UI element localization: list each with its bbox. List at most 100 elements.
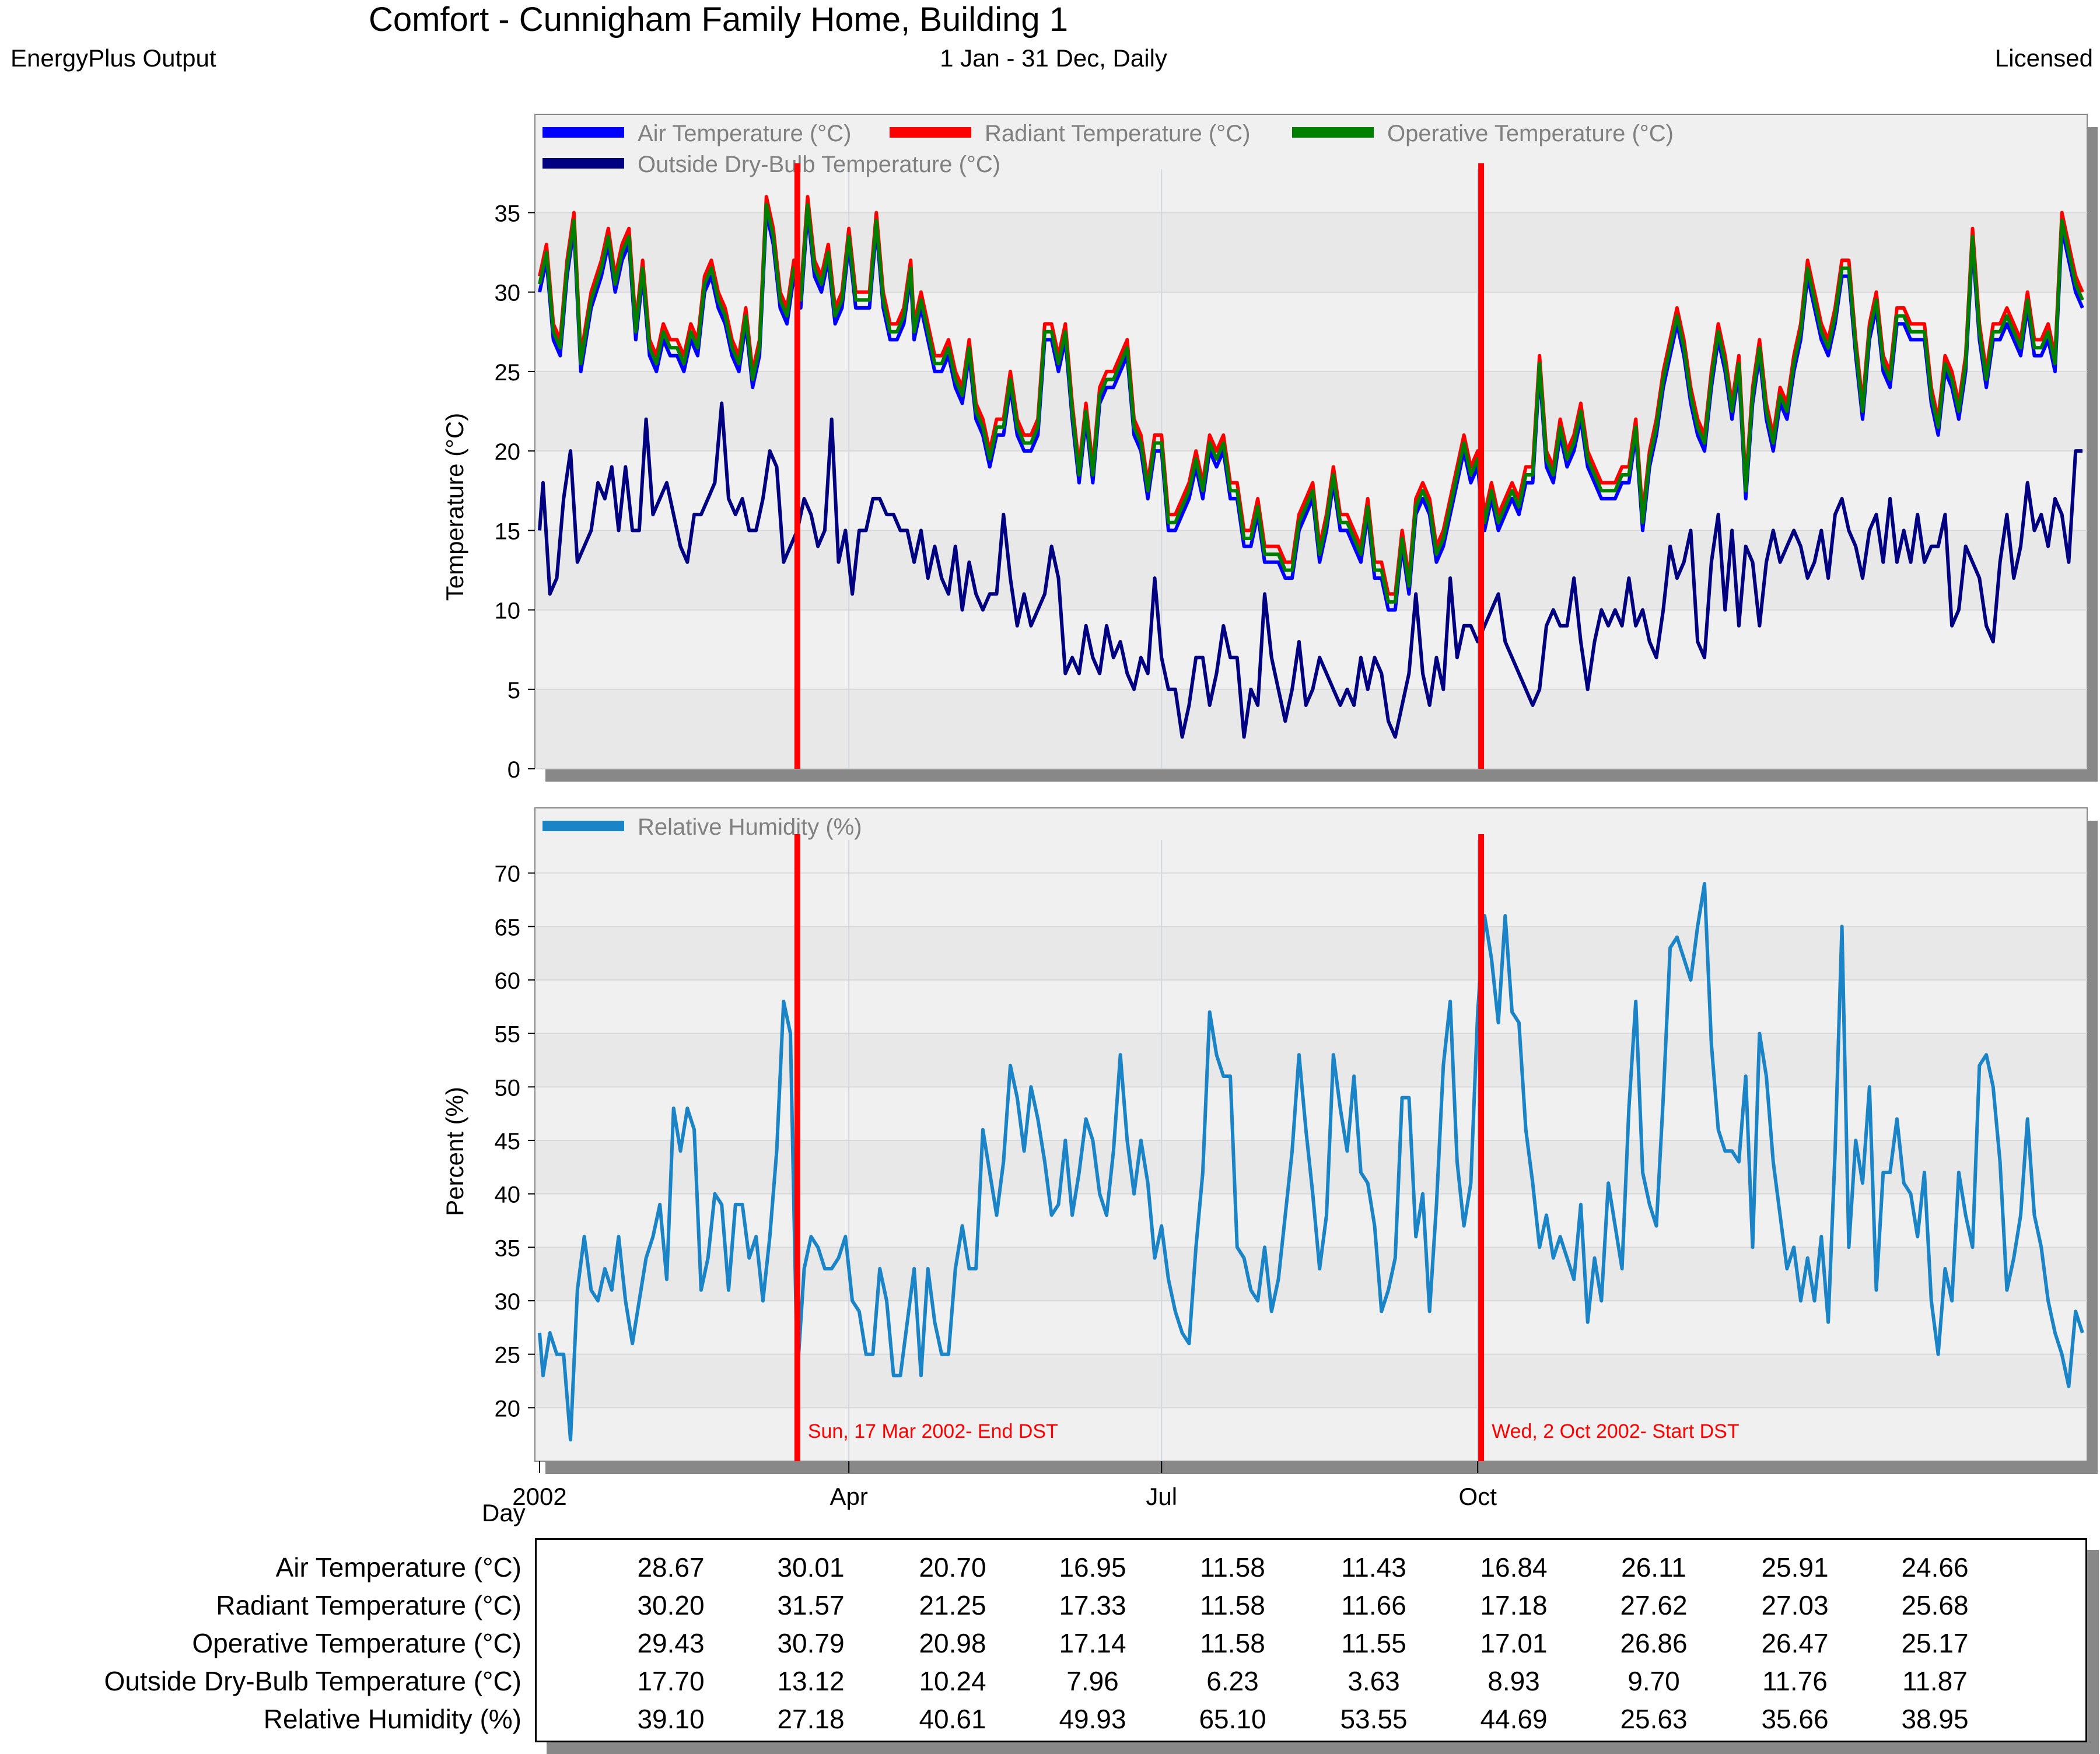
legend-label-radiant: Radiant Temperature (°C): [985, 121, 1250, 146]
table-cell: 11.87: [1902, 1666, 1968, 1696]
x-tick-label-apr: Apr: [830, 1483, 867, 1510]
table-cell: 30.20: [637, 1590, 705, 1620]
table-cell: 3.63: [1348, 1666, 1400, 1696]
y-tick-label: 35: [495, 1235, 521, 1261]
dst-marker-label: Sun, 17 Mar 2002- End DST: [808, 1420, 1058, 1443]
table-cell: 25.68: [1901, 1590, 1969, 1620]
table-cell: 13.12: [777, 1666, 845, 1696]
table-cell: 9.70: [1628, 1666, 1680, 1696]
grid-band: [536, 1033, 2086, 1087]
y-tick-label: 30: [495, 281, 521, 306]
y-tick-label: 45: [495, 1129, 521, 1154]
legend-swatch-humidity: [542, 821, 624, 831]
table-cell: 20.70: [919, 1552, 986, 1583]
table-cell: 53.55: [1340, 1704, 1408, 1734]
table-cell: 39.10: [637, 1704, 705, 1734]
chart-subtitle: 1 Jan - 31 Dec, Daily: [940, 44, 1167, 72]
table-cell: 8.93: [1488, 1666, 1540, 1696]
grid-band: [536, 926, 2086, 980]
table-cell: 26.86: [1620, 1628, 1688, 1658]
table-cell: 11.58: [1200, 1628, 1265, 1658]
grid-band: [536, 689, 2086, 769]
table-cell: 25.63: [1620, 1704, 1688, 1734]
grid-band: [536, 1354, 2086, 1408]
table-cell: 35.66: [1761, 1704, 1829, 1734]
y-tick-label: 70: [495, 862, 521, 887]
table-cell: 31.57: [777, 1590, 845, 1620]
y-tick-label: 20: [495, 1396, 521, 1422]
legend-label-outside: Outside Dry-Bulb Temperature (°C): [638, 152, 1000, 177]
y-tick-label: 25: [495, 1343, 521, 1368]
table-cell: 11.43: [1341, 1552, 1406, 1583]
table-cell: 6.23: [1206, 1666, 1259, 1696]
legend-label-operative: Operative Temperature (°C): [1387, 121, 1674, 146]
x-tick-label-oct: Oct: [1459, 1483, 1497, 1510]
y-tick-label: 55: [495, 1022, 521, 1048]
table-cell: 17.18: [1480, 1590, 1548, 1620]
y-axis-title-temperature: Temperature (°C): [441, 412, 468, 601]
table-cell: 11.66: [1341, 1590, 1406, 1620]
legend-label-air: Air Temperature (°C): [638, 121, 851, 146]
table-row-label: Radiant Temperature (°C): [216, 1590, 522, 1620]
table-row-label: Air Temperature (°C): [275, 1552, 522, 1583]
license-note: Licensed: [1994, 44, 2093, 72]
table-cell: 17.14: [1059, 1628, 1126, 1658]
table-cell: 27.62: [1620, 1590, 1688, 1620]
y-tick-label: 30: [495, 1289, 521, 1315]
table-row-label: Outside Dry-Bulb Temperature (°C): [104, 1666, 522, 1696]
table-cell: 29.43: [637, 1628, 705, 1658]
table-cell: 38.95: [1901, 1704, 1969, 1734]
legend-swatch-outside: [542, 158, 624, 169]
table-cell: 40.61: [919, 1704, 986, 1734]
y-tick-label: 35: [495, 201, 521, 226]
series-line-humidity: [538, 882, 2084, 1442]
y-tick-label: 25: [495, 360, 521, 386]
table-cell: 16.84: [1480, 1552, 1548, 1583]
y-tick-label: 10: [495, 598, 521, 624]
table-cell: 49.93: [1059, 1704, 1126, 1734]
table-cell: 17.01: [1480, 1628, 1548, 1658]
x-tick-label-year: 2002: [512, 1483, 566, 1510]
y-tick-label: 60: [495, 968, 521, 994]
table-cell: 65.10: [1199, 1704, 1266, 1734]
table-cell: 20.98: [919, 1628, 986, 1658]
y-tick-label: 65: [495, 915, 521, 940]
grid-band: [536, 371, 2086, 451]
table-cell: 27.03: [1761, 1590, 1829, 1620]
legend-swatch-air: [542, 127, 624, 138]
legend-label-humidity: Relative Humidity (%): [638, 814, 862, 840]
table-cell: 11.76: [1762, 1666, 1828, 1696]
table-cell: 30.01: [777, 1552, 845, 1583]
table-cell: 25.17: [1901, 1628, 1969, 1658]
table-cell: 11.55: [1341, 1628, 1406, 1658]
series-line-outside: [538, 401, 2082, 739]
x-axis-unit-label: Day: [482, 1499, 526, 1527]
table-cell: 7.96: [1066, 1666, 1119, 1696]
y-tick-label: 15: [495, 519, 521, 544]
table-cell: 11.58: [1200, 1552, 1265, 1583]
y-tick-label: 40: [495, 1182, 521, 1208]
table-cell: 28.67: [637, 1552, 705, 1583]
table-cell: 21.25: [919, 1590, 986, 1620]
table-cell: 44.69: [1480, 1704, 1548, 1734]
source-note: EnergyPlus Output: [10, 44, 216, 72]
table-cell: 30.79: [777, 1628, 845, 1658]
table-row-label: Relative Humidity (%): [263, 1704, 522, 1734]
table-cell: 26.11: [1621, 1552, 1686, 1583]
table-cell: 25.91: [1761, 1552, 1829, 1583]
y-tick-label: 5: [508, 678, 520, 703]
table-cell: 10.24: [919, 1666, 986, 1696]
legend-swatch-radiant: [890, 127, 971, 138]
y-tick-label: 20: [495, 439, 521, 465]
table-row-label: Operative Temperature (°C): [192, 1628, 522, 1658]
table-cell: 27.18: [777, 1704, 845, 1734]
y-tick-label: 0: [508, 757, 520, 783]
dst-marker-label: Wed, 2 Oct 2002- Start DST: [1492, 1420, 1740, 1443]
x-tick-label-jul: Jul: [1146, 1483, 1177, 1510]
table-cell: 16.95: [1059, 1552, 1126, 1583]
chart-title: Comfort - Cunnigham Family Home, Buildin…: [368, 1, 1069, 38]
table-cell: 17.33: [1059, 1590, 1126, 1620]
summary-table: [535, 1538, 2087, 1742]
y-axis-title-percent: Percent (%): [441, 1087, 468, 1216]
legend-swatch-operative: [1292, 127, 1374, 138]
